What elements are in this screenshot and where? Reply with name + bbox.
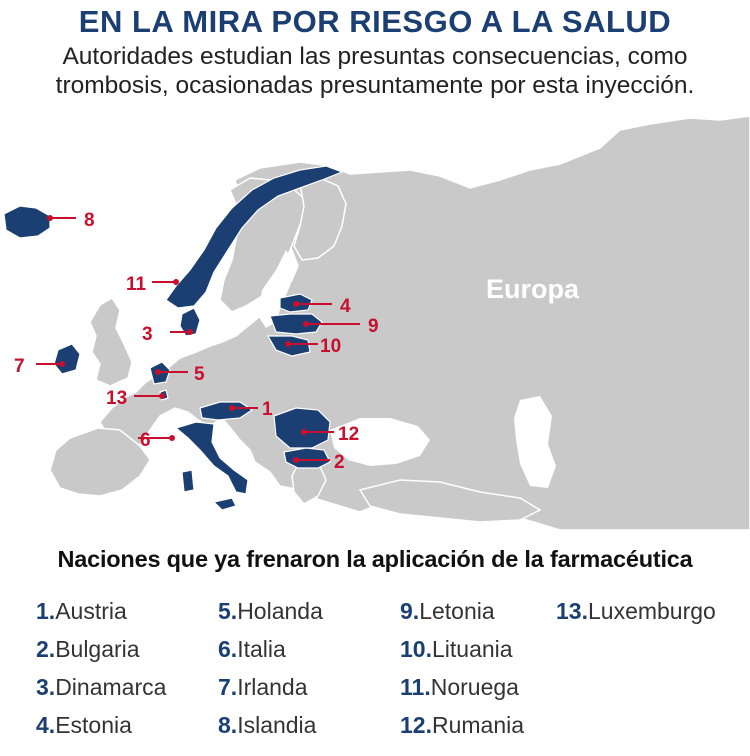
legend-item-islandia: 8.Islandia <box>218 712 316 739</box>
marker-num-1: 1 <box>262 399 273 420</box>
legend-item-austria: 1.Austria <box>36 598 127 625</box>
legend-name: Estonia <box>55 712 132 738</box>
legend-num: 10. <box>400 636 432 662</box>
marker-dot-9 <box>303 321 309 327</box>
legend-name: Irlanda <box>237 674 308 700</box>
caspian-sea <box>514 396 556 488</box>
marker-dot-7 <box>59 361 65 367</box>
land-iberia <box>49 427 151 497</box>
marker-num-5: 5 <box>194 364 205 385</box>
legend-name: Italia <box>237 636 286 662</box>
headline: EN LA MIRA POR RIESGO A LA SALUD <box>78 4 672 39</box>
legend-num: 11. <box>400 674 431 700</box>
subtitle: Autoridades estudian las presuntas conse… <box>10 42 740 100</box>
legend-num: 12. <box>400 712 432 738</box>
legend-item-luxemburgo: 13.Luxemburgo <box>556 598 716 625</box>
legend-num: 2. <box>36 636 56 662</box>
country-dinamarca <box>179 307 201 337</box>
region-label: Europa <box>486 274 580 304</box>
marker-lines <box>36 217 360 461</box>
legend-num: 9. <box>400 598 420 624</box>
legend-item-holanda: 5.Holanda <box>218 598 323 625</box>
land-great-britain <box>89 296 133 387</box>
legend-item-noruega: 11.Noruega <box>400 674 519 701</box>
land-finland <box>293 177 347 261</box>
legend-item-estonia: 4.Estonia <box>36 712 132 739</box>
legend-num: 8. <box>218 712 238 738</box>
land-base <box>49 115 750 530</box>
marker-num-8: 8 <box>84 210 95 231</box>
europe-map: Europa <box>0 100 750 530</box>
europe-map-svg: Europa <box>3 115 750 530</box>
country-irlanda <box>53 343 81 375</box>
land-anatolia <box>358 479 542 523</box>
legend-name: Islandia <box>237 712 317 738</box>
legend-num: 7. <box>218 674 238 700</box>
legend-name: Letonia <box>419 598 495 624</box>
legend-num: 5. <box>218 598 238 624</box>
legend-num: 1. <box>36 598 56 624</box>
legend-item-italia: 6.Italia <box>218 636 286 663</box>
marker-dot-4 <box>293 301 299 307</box>
legend-name: Dinamarca <box>55 674 167 700</box>
marker-dot-12 <box>301 429 307 435</box>
marker-dot-5 <box>155 369 161 375</box>
legend-name: Luxemburgo <box>587 598 716 624</box>
marker-num-6: 6 <box>140 430 151 451</box>
marker-num-12: 12 <box>338 424 359 445</box>
legend-name: Holanda <box>237 598 323 624</box>
legend-item-dinamarca: 3.Dinamarca <box>36 674 166 701</box>
legend-title: Naciones que ya frenaron la aplicación d… <box>57 546 693 572</box>
marker-dot-3 <box>187 329 193 335</box>
legend-num: 3. <box>36 674 56 700</box>
country-sicilia <box>212 497 237 511</box>
marker-dots <box>47 215 309 463</box>
legend-name: Rumania <box>431 712 525 738</box>
marker-dot-2 <box>293 457 299 463</box>
legend-name: Bulgaria <box>55 636 140 662</box>
subtitle-line-2: trombosis, ocasionadas presuntamente por… <box>55 72 695 99</box>
country-rumania <box>273 407 331 449</box>
country-austria <box>199 401 254 421</box>
legend-name: Noruega <box>430 674 519 700</box>
legend-item-rumania: 12.Rumania <box>400 712 524 739</box>
country-italia <box>174 421 249 495</box>
country-islandia <box>3 205 51 239</box>
legend-item-letonia: 9.Letonia <box>400 598 495 625</box>
legend-name: Austria <box>55 598 127 624</box>
legend-item-irlanda: 7.Irlanda <box>218 674 308 701</box>
marker-dot-1 <box>229 405 235 411</box>
marker-dot-10 <box>285 341 291 347</box>
marker-num-7: 7 <box>14 356 25 377</box>
marker-dot-6 <box>169 435 175 441</box>
country-bulgaria <box>283 447 331 469</box>
legend-item-lituania: 10.Lituania <box>400 636 513 663</box>
legend-num: 6. <box>218 636 238 662</box>
marker-num-11: 11 <box>126 274 147 295</box>
marker-num-4: 4 <box>340 296 351 317</box>
legend-num: 13. <box>556 598 588 624</box>
country-cerdena <box>181 469 195 493</box>
marker-num-3: 3 <box>142 324 153 345</box>
water <box>258 250 556 488</box>
baltic-sea <box>258 250 296 328</box>
legend-item-bulgaria: 2.Bulgaria <box>36 636 140 663</box>
country-legend: 1.Austria 2.Bulgaria 3.Dinamarca 4.Eston… <box>0 596 750 756</box>
marker-num-10: 10 <box>320 336 341 357</box>
legend-num: 4. <box>36 712 56 738</box>
country-letonia <box>269 313 323 335</box>
marker-dot-8 <box>47 215 53 221</box>
marker-dot-13 <box>159 393 165 399</box>
subtitle-line-1: Autoridades estudian las presuntas conse… <box>62 43 688 70</box>
marker-num-9: 9 <box>368 316 379 337</box>
black-sea <box>330 418 430 466</box>
country-noruega <box>165 165 344 309</box>
legend-name: Lituania <box>431 636 513 662</box>
marker-num-13: 13 <box>106 388 127 409</box>
marker-num-2: 2 <box>334 452 345 473</box>
marker-dot-11 <box>173 279 179 285</box>
